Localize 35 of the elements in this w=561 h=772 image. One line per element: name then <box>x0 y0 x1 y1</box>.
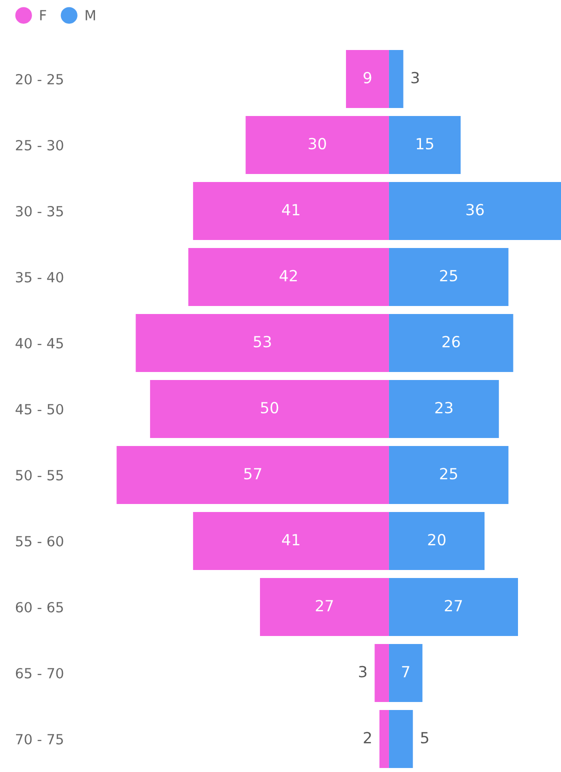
data-label: 27 <box>444 600 462 612</box>
data-label: 9 <box>364 72 372 84</box>
data-label: 15 <box>416 138 434 150</box>
data-label: 30 <box>308 138 326 150</box>
legend-label: M <box>86 10 96 20</box>
data-label: 2 <box>364 732 371 744</box>
data-label: 57 <box>244 468 262 480</box>
y-tick-label: 20 - 25 <box>16 74 63 84</box>
y-tick-label: 65 - 70 <box>16 668 64 678</box>
data-label: 23 <box>435 402 452 414</box>
data-label: 3 <box>411 72 419 84</box>
data-label: 3 <box>359 666 366 678</box>
y-tick-label: 45 - 50 <box>16 404 64 414</box>
y-tick-label: 60 - 65 <box>16 602 63 612</box>
data-label: 53 <box>254 336 271 348</box>
data-label: 27 <box>316 600 333 612</box>
data-label: 7 <box>402 666 410 678</box>
y-tick-label: 50 - 55 <box>16 470 63 480</box>
data-label: 42 <box>280 270 297 282</box>
data-label: 25 <box>440 270 458 282</box>
data-label: 26 <box>442 336 460 348</box>
data-label: 41 <box>282 534 300 546</box>
y-tick-label: 30 - 35 <box>16 206 63 216</box>
data-label: 41 <box>282 204 300 216</box>
y-tick-label: 40 - 45 <box>16 338 63 348</box>
y-tick-label: 25 - 30 <box>16 140 64 150</box>
data-label: 50 <box>260 402 278 414</box>
data-label: 20 <box>428 534 446 546</box>
y-tick-label: 55 - 60 <box>16 536 64 546</box>
data-label: 36 <box>466 204 484 216</box>
legend-label: F <box>40 10 46 20</box>
data-label: 25 <box>440 468 458 480</box>
data-label: 5 <box>421 732 428 744</box>
y-tick-label: 70 - 75 <box>16 734 63 744</box>
y-tick-label: 35 - 40 <box>16 272 64 282</box>
